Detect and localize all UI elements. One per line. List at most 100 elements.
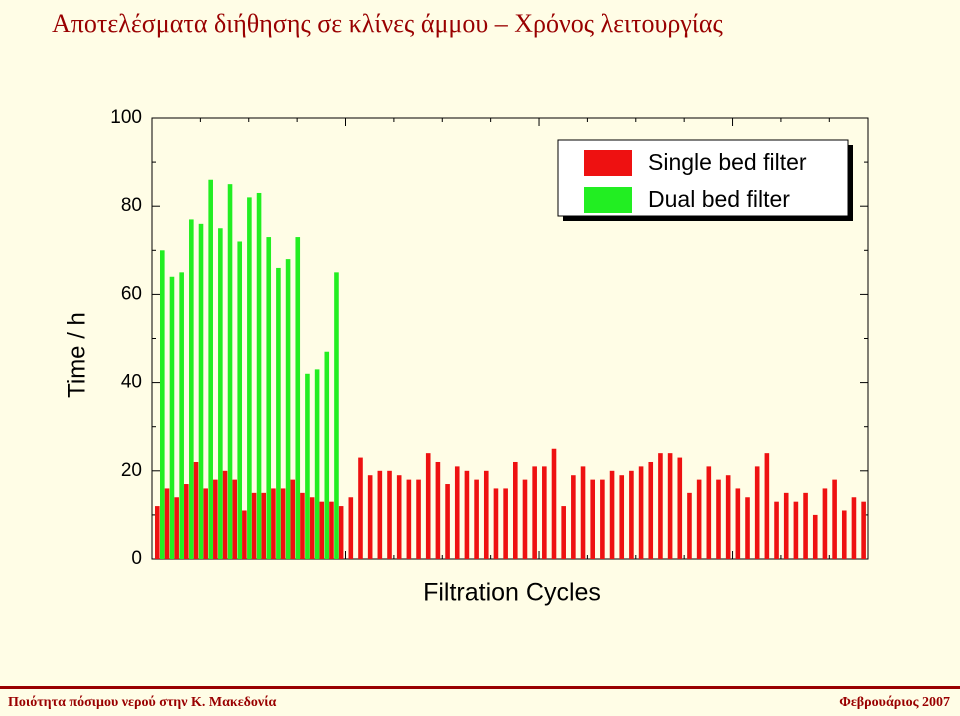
bar (319, 501, 325, 559)
bar (348, 497, 354, 559)
legend-swatch (584, 150, 632, 176)
bar (266, 237, 272, 559)
bar (309, 497, 315, 559)
bar (735, 488, 741, 559)
bar (542, 466, 547, 559)
bar (706, 466, 712, 559)
bar (184, 484, 189, 559)
bar (425, 453, 431, 559)
bar (247, 197, 252, 559)
bar (532, 466, 537, 559)
bar (285, 259, 291, 559)
legend-label: Single bed filter (648, 149, 807, 175)
bar (290, 479, 296, 559)
footer-left: Ποιότητα πόσιμου νερού στην Κ. Μακεδονία (8, 695, 277, 710)
bar (861, 501, 866, 559)
bar (193, 461, 199, 559)
bar (832, 479, 837, 559)
bar (295, 237, 301, 559)
footer-rule (0, 686, 960, 689)
bar (745, 497, 750, 559)
bar (435, 461, 441, 559)
bar (677, 457, 683, 559)
bar (513, 461, 518, 559)
bar (237, 241, 243, 560)
bar (416, 479, 421, 559)
bar (256, 192, 262, 559)
bar (155, 506, 160, 559)
bar (629, 470, 634, 559)
bar (271, 488, 276, 559)
bar (754, 466, 760, 559)
legend-swatch (584, 187, 632, 213)
y-tick-label: 20 (121, 460, 142, 481)
slide-title: Αποτελέσματα διήθησης σε κλίνες άμμου – … (52, 9, 723, 38)
bar (571, 475, 576, 559)
bar (242, 510, 247, 559)
y-tick-label: 80 (121, 195, 142, 216)
footer-right: Φεβρουάριος 2007 (839, 695, 950, 710)
bar (696, 479, 702, 559)
y-tick-label: 40 (121, 372, 142, 393)
bar (445, 484, 450, 559)
bar (841, 510, 847, 559)
y-tick-label: 100 (110, 107, 142, 128)
x-axis-label: Filtration Cycles (423, 579, 601, 607)
bar (300, 492, 305, 559)
bar (280, 488, 286, 559)
bar (493, 488, 499, 559)
bar (261, 492, 267, 559)
bar (213, 479, 218, 559)
bar (474, 479, 479, 559)
bar (179, 272, 184, 559)
bar (334, 272, 339, 559)
bar (522, 479, 528, 559)
bar (324, 351, 330, 559)
bar (561, 506, 566, 559)
bar (387, 470, 392, 559)
bar (551, 448, 557, 559)
bar (774, 501, 779, 559)
bar (648, 461, 654, 559)
bar (716, 479, 721, 559)
bar (169, 276, 175, 559)
bar (218, 228, 223, 559)
bar (396, 475, 402, 559)
bar (377, 470, 383, 559)
bar (338, 506, 344, 559)
bar (208, 179, 213, 560)
y-tick-label: 60 (121, 283, 142, 304)
bar (764, 453, 770, 559)
bar (160, 250, 165, 560)
bar (314, 369, 320, 559)
bar (232, 479, 238, 559)
bar (174, 497, 179, 559)
bar (203, 488, 208, 559)
y-tick-label: 0 (131, 548, 142, 569)
bar (222, 470, 228, 559)
bar (454, 466, 460, 559)
bar (793, 501, 799, 559)
bar (503, 488, 508, 559)
bar (658, 453, 663, 559)
bar (276, 267, 281, 559)
bar (725, 475, 731, 559)
bar (483, 470, 489, 559)
bar (227, 184, 233, 559)
y-axis-label: Time / h (63, 312, 90, 398)
bar (600, 479, 605, 559)
bar (164, 488, 170, 559)
bar (406, 479, 412, 559)
bar (189, 219, 194, 559)
bar (329, 501, 334, 559)
legend-label: Dual bed filter (648, 186, 790, 212)
bar (619, 475, 625, 559)
bar (812, 514, 818, 559)
bar (251, 492, 257, 559)
bar (609, 470, 615, 559)
bar (667, 453, 673, 559)
bar (590, 479, 596, 559)
bar (851, 497, 857, 559)
bar (822, 488, 828, 559)
